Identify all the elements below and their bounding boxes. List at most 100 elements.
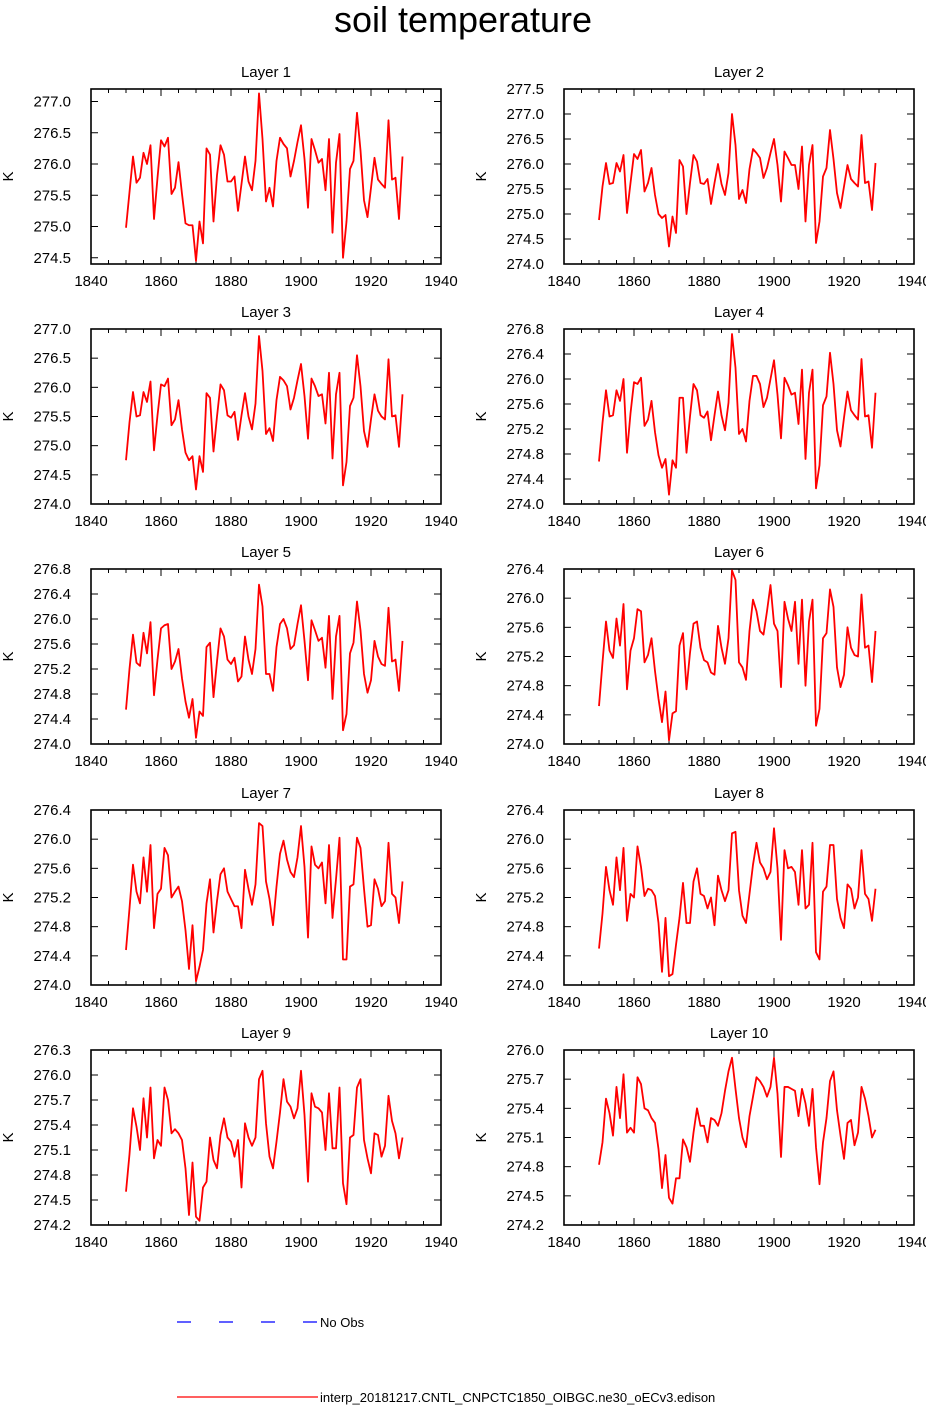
x-tick-label: 1940: [424, 1234, 457, 1251]
plot-frame: [563, 88, 915, 265]
y-axis-label: K: [0, 892, 17, 902]
x-tick-label: 1900: [284, 513, 317, 530]
chart-panels: Layer 1 K 1840 1860 1880 1900 1920 1940 274.5 275…: [0, 64, 926, 1251]
x-tick-label: 1880: [214, 994, 247, 1011]
y-tick-label: 276.4: [506, 802, 544, 819]
y-tick-label: 275.6: [506, 396, 544, 413]
series-line-model: [125, 92, 404, 262]
y-tick-label: 275.2: [33, 890, 71, 907]
panel-layer-8: Layer 8 K 1840 1860 1880 1900 1920 1940 274.0 274…: [473, 785, 926, 1011]
y-tick-label: 275.4: [33, 1117, 71, 1134]
y-tick-label: 276.4: [506, 561, 544, 578]
panel-layer-9: Layer 9 K 1840 1860 1880 1900 1920 1940 274.2 274…: [0, 1025, 458, 1251]
y-tick-label: 274.0: [506, 736, 544, 753]
x-tick-label: 1920: [827, 994, 860, 1011]
y-tick-label: 274.4: [33, 948, 71, 965]
y-tick-label: 274.8: [506, 1159, 544, 1176]
y-tick-label: 274.0: [33, 977, 71, 994]
series-line-model: [125, 822, 404, 983]
panel-layer-4: Layer 4 K 1840 1860 1880 1900 1920 1940 274.0 274…: [473, 304, 926, 530]
x-tick-label: 1920: [354, 994, 387, 1011]
plot-frame: [90, 328, 442, 505]
y-tick-label: 276.3: [33, 1042, 71, 1059]
legend-model: interp_20181217.CNTL_CNPCTC1850_OIBGC.ne…: [177, 1390, 715, 1405]
x-tick-label: 1940: [897, 1234, 926, 1251]
y-tick-label: 276.0: [506, 590, 544, 607]
y-tick-label: 274.4: [506, 707, 544, 724]
y-tick-label: 276.0: [506, 371, 544, 388]
x-tick-label: 1840: [547, 753, 580, 770]
x-tick-label: 1880: [687, 1234, 720, 1251]
y-axis-label: K: [0, 651, 17, 661]
y-tick-label: 275.0: [33, 438, 71, 455]
plot-frame: [90, 568, 442, 745]
x-tick-label: 1880: [214, 1234, 247, 1251]
y-axis-label: K: [473, 651, 490, 661]
y-tick-label: 276.0: [506, 1042, 544, 1059]
y-tick-label: 276.5: [33, 125, 71, 142]
x-tick-label: 1860: [144, 753, 177, 770]
x-tick-label: 1920: [827, 513, 860, 530]
series-line-model: [598, 113, 877, 248]
x-tick-label: 1840: [547, 273, 580, 290]
y-tick-label: 275.1: [506, 1130, 544, 1147]
y-axis-label: K: [473, 1132, 490, 1142]
panel-title: Layer 6: [714, 544, 764, 561]
x-tick-label: 1940: [424, 273, 457, 290]
panel-layer-10: Layer 10 K 1840 1860 1880 1900 1920 1940 274.2 27…: [473, 1025, 926, 1251]
plot-frame: [563, 328, 915, 505]
x-tick-label: 1880: [687, 994, 720, 1011]
x-tick-label: 1920: [354, 1234, 387, 1251]
x-tick-label: 1860: [617, 994, 650, 1011]
series-line-model: [598, 333, 877, 496]
x-tick-label: 1920: [827, 273, 860, 290]
y-tick-label: 276.8: [506, 321, 544, 338]
y-tick-label: 274.0: [33, 496, 71, 513]
x-tick-label: 1860: [617, 273, 650, 290]
plot-frame: [90, 1049, 442, 1226]
legend-no-obs-label: No Obs: [320, 1315, 365, 1330]
panel-layer-6: Layer 6 K 1840 1860 1880 1900 1920 1940 274.0 274…: [473, 544, 926, 770]
x-tick-label: 1940: [424, 753, 457, 770]
series-line-model: [598, 569, 877, 742]
y-tick-label: 276.0: [33, 379, 71, 396]
y-tick-label: 277.0: [33, 321, 71, 338]
plot-frame: [563, 809, 915, 986]
y-tick-label: 277.0: [33, 94, 71, 111]
x-tick-label: 1900: [757, 513, 790, 530]
y-tick-label: 275.1: [33, 1142, 71, 1159]
y-tick-label: 276.0: [33, 1067, 71, 1084]
panel-title: Layer 4: [714, 304, 764, 321]
series-line-model: [125, 335, 404, 491]
y-tick-label: 276.8: [33, 561, 71, 578]
x-tick-label: 1920: [354, 273, 387, 290]
x-tick-label: 1860: [617, 1234, 650, 1251]
panel-title: Layer 2: [714, 64, 764, 81]
figure-title: soil temperature: [333, 0, 593, 40]
y-tick-label: 274.0: [33, 736, 71, 753]
panel-title: Layer 9: [241, 1025, 291, 1042]
y-tick-label: 274.8: [506, 446, 544, 463]
y-tick-label: 274.4: [506, 471, 544, 488]
x-tick-label: 1840: [74, 513, 107, 530]
y-tick-label: 274.4: [506, 948, 544, 965]
panel-layer-2: Layer 2 K 1840 1860 1880 1900 1920 1940 274.0 274…: [473, 64, 926, 290]
x-tick-label: 1900: [284, 753, 317, 770]
y-tick-label: 275.2: [506, 421, 544, 438]
x-tick-label: 1940: [897, 273, 926, 290]
panel-title: Layer 3: [241, 304, 291, 321]
x-tick-label: 1940: [897, 753, 926, 770]
y-axis-label: K: [0, 171, 17, 181]
y-tick-label: 274.5: [33, 1192, 71, 1209]
legend-model-label: interp_20181217.CNTL_CNPCTC1850_OIBGC.ne…: [320, 1390, 715, 1405]
y-axis-label: K: [473, 892, 490, 902]
y-tick-label: 275.6: [506, 619, 544, 636]
x-tick-label: 1880: [687, 753, 720, 770]
y-tick-label: 275.5: [33, 187, 71, 204]
y-tick-label: 274.8: [506, 678, 544, 695]
y-tick-label: 275.6: [506, 860, 544, 877]
y-tick-label: 275.2: [33, 661, 71, 678]
plot-frame: [563, 1049, 915, 1226]
x-tick-label: 1860: [144, 273, 177, 290]
y-tick-label: 274.8: [33, 919, 71, 936]
